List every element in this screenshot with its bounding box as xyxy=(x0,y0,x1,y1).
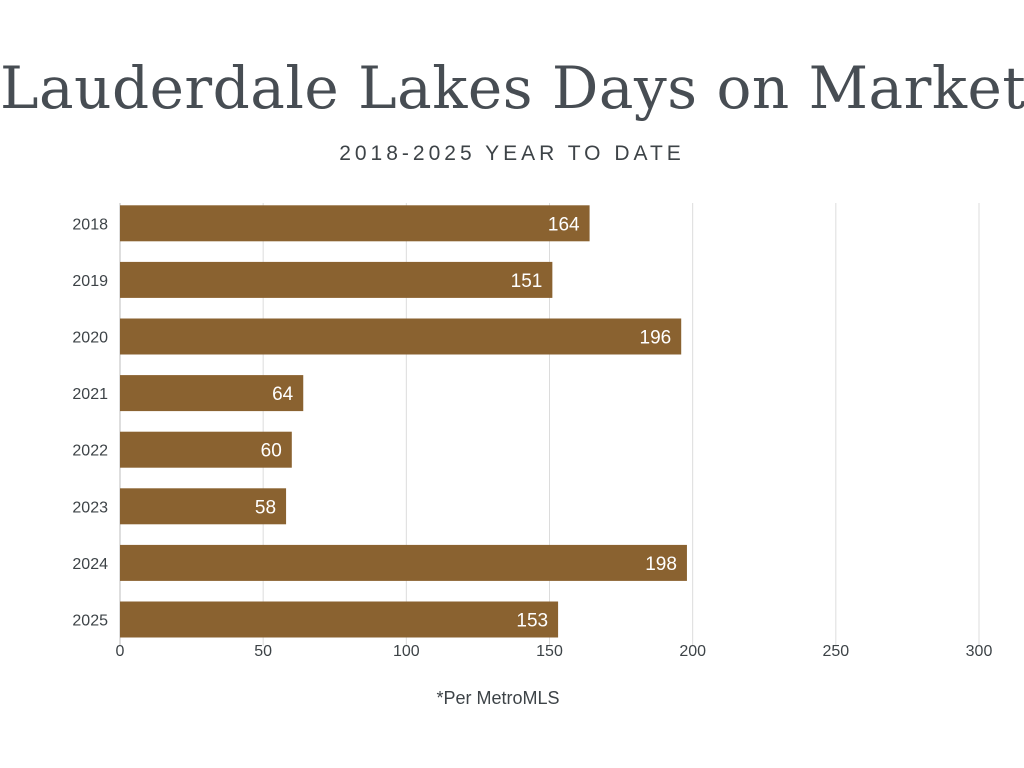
bar-value-label: 64 xyxy=(272,384,294,405)
category-label: 2019 xyxy=(72,273,108,290)
bar-value-label: 164 xyxy=(548,214,580,235)
category-label: 2018 xyxy=(72,216,108,233)
bar-2020 xyxy=(120,318,682,355)
chart-subtitle: 2018-2025 YEAR TO DATE xyxy=(339,142,685,165)
x-tick-label: 250 xyxy=(822,643,849,660)
category-label: 2023 xyxy=(72,499,108,516)
bar-value-label: 151 xyxy=(511,271,543,292)
category-label: 2024 xyxy=(72,556,108,573)
bar-value-label: 58 xyxy=(255,497,276,518)
x-tick-label: 300 xyxy=(966,643,993,660)
bar-2025 xyxy=(120,601,559,638)
x-tick-label: 50 xyxy=(254,643,272,660)
x-tick-label: 0 xyxy=(116,643,125,660)
category-label: 2020 xyxy=(72,330,108,347)
bar-2021 xyxy=(120,375,304,412)
bar-value-label: 196 xyxy=(640,328,672,349)
x-tick-label: 200 xyxy=(679,643,706,660)
bar-2024 xyxy=(120,544,687,581)
category-label: 2022 xyxy=(72,443,108,460)
category-label: 2021 xyxy=(72,386,108,403)
bar-2023 xyxy=(120,488,287,525)
bar-2022 xyxy=(120,431,292,468)
source-footnote: *Per MetroMLS xyxy=(436,688,560,708)
x-tick-label: 100 xyxy=(393,643,420,660)
bar-2018 xyxy=(120,205,590,242)
x-tick-label: 150 xyxy=(536,643,563,660)
bar-value-label: 60 xyxy=(261,441,282,462)
chart-title: Lauderdale Lakes Days on Market xyxy=(0,54,1024,122)
bar-value-label: 153 xyxy=(516,611,548,632)
bar-value-label: 198 xyxy=(645,554,677,575)
bar-2019 xyxy=(120,261,553,298)
category-label: 2025 xyxy=(72,613,108,630)
